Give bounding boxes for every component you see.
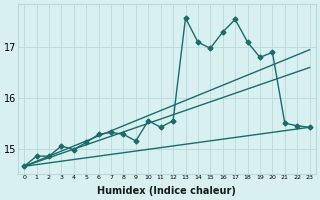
X-axis label: Humidex (Indice chaleur): Humidex (Indice chaleur) [98,186,236,196]
